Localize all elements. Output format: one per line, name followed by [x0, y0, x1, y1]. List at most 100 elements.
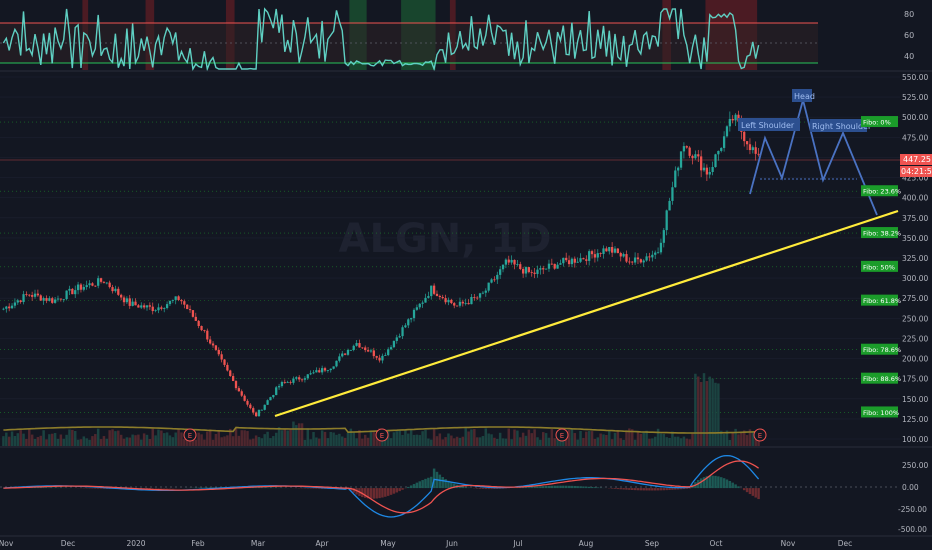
- fibo-label-text: Fibo: 23.6%: [863, 188, 901, 196]
- macd-histogram-bar: [536, 486, 539, 489]
- candle-body: [200, 326, 203, 331]
- volume-bar: [211, 439, 215, 446]
- candle-body: [685, 146, 688, 148]
- macd-histogram-bar: [619, 488, 622, 490]
- candle-body: [677, 167, 680, 171]
- macd-histogram-bar: [533, 486, 536, 489]
- candle-body: [321, 368, 324, 373]
- price-tick-label: 300.00: [902, 274, 928, 283]
- macd-histogram-bar: [519, 487, 522, 489]
- volume-bar: [183, 438, 186, 446]
- candle-body: [160, 307, 163, 309]
- candle-body: [292, 378, 295, 383]
- candle-body: [137, 305, 140, 308]
- candle-body: [665, 210, 668, 231]
- volume-bar: [140, 439, 143, 446]
- macd-histogram-bar: [157, 488, 160, 489]
- fibo-label-text: Fibo: 50%: [863, 263, 895, 271]
- candle-body: [39, 295, 42, 301]
- volume-bar: [473, 429, 476, 446]
- macd-histogram-bar: [651, 488, 654, 491]
- volume-bar: [96, 428, 100, 446]
- macd-histogram-bar: [722, 478, 726, 489]
- volume-bar: [596, 437, 600, 446]
- fibo-label-text: Fibo: 61.8%: [863, 297, 901, 305]
- candle-body: [424, 297, 427, 303]
- macd-histogram-bar: [151, 488, 154, 489]
- volume-bar: [91, 436, 94, 446]
- volume-bar: [498, 432, 502, 446]
- earnings-marker-3[interactable]: [555, 428, 569, 442]
- volume-bar: [160, 430, 163, 446]
- candle-body: [467, 303, 470, 305]
- volume-bar: [720, 430, 723, 446]
- macd-histogram-bar: [613, 488, 617, 489]
- volume-bar: [599, 433, 602, 446]
- volume-bar: [323, 431, 327, 446]
- price-tick-label: 500.00: [902, 113, 928, 122]
- volume-bar: [455, 436, 459, 446]
- candle-body: [188, 309, 192, 311]
- candle-body: [562, 257, 565, 264]
- candle-body: [645, 256, 648, 261]
- macd-histogram-bar: [728, 480, 732, 489]
- macd-histogram-bar: [361, 488, 364, 498]
- volume-bar: [613, 432, 617, 446]
- volume-bar: [217, 430, 221, 446]
- macd-histogram-bar: [145, 488, 149, 489]
- volume-bar: [363, 434, 367, 446]
- volume-bar: [197, 432, 200, 446]
- time-axis-label: Nov: [0, 539, 14, 548]
- volume-bar: [507, 428, 511, 446]
- fibo-label-text: Fibo: 78.6%: [863, 346, 901, 354]
- earnings-marker-1[interactable]: [183, 428, 197, 442]
- candle-body: [504, 259, 508, 265]
- fibo-label-box: [861, 116, 898, 128]
- candle-body: [751, 147, 754, 151]
- volume-bar: [42, 430, 45, 446]
- candle-body: [341, 353, 344, 357]
- volume-bar: [223, 436, 226, 446]
- volume-bar: [134, 435, 137, 446]
- volume-bar: [2, 436, 5, 446]
- candle-body: [384, 355, 387, 356]
- macd-tick-neg250: -250.00: [898, 505, 927, 514]
- macd-histogram-bar: [630, 488, 634, 491]
- volume-bar: [79, 439, 83, 446]
- macd-histogram-bar: [48, 487, 51, 489]
- volume-bar: [389, 438, 393, 446]
- candle-body: [547, 263, 551, 269]
- volume-bar: [274, 432, 278, 446]
- volume-bar: [56, 438, 60, 446]
- macd-histogram-bar: [33, 487, 37, 489]
- volume-bar: [300, 423, 304, 446]
- macd-histogram-bar: [585, 486, 588, 489]
- candle-body: [427, 296, 430, 298]
- candle-body: [240, 391, 243, 396]
- volume-bar: [610, 439, 614, 446]
- earnings-marker-2[interactable]: [375, 428, 389, 442]
- volume-bar: [19, 430, 22, 446]
- time-axis: Nov Dec 2020 Feb Mar Apr May Jun Jul Aug Sep Oct Nov…: [0, 535, 932, 548]
- candle-body: [447, 299, 450, 303]
- macd-histogram-bar: [481, 488, 485, 489]
- volume-bar: [366, 437, 370, 446]
- volume-bar: [722, 433, 726, 446]
- candle-body: [745, 141, 749, 145]
- volume-bar: [283, 429, 287, 446]
- macd-histogram-bar: [421, 480, 424, 489]
- volume-bar: [438, 433, 442, 446]
- macd-histogram-bar: [553, 485, 556, 489]
- signal-line: [3, 460, 759, 514]
- candle-body: [131, 301, 134, 306]
- macd-histogram-bar: [573, 485, 577, 489]
- earnings-marker-4[interactable]: [753, 428, 767, 442]
- volume-bar: [717, 383, 720, 446]
- candle-body: [22, 294, 25, 303]
- volume-bar: [33, 438, 37, 446]
- candle-body: [142, 305, 146, 308]
- volume-bar: [533, 429, 536, 446]
- candle-body: [94, 285, 97, 287]
- macd-histogram-bar: [211, 487, 215, 489]
- candle-body: [705, 167, 709, 175]
